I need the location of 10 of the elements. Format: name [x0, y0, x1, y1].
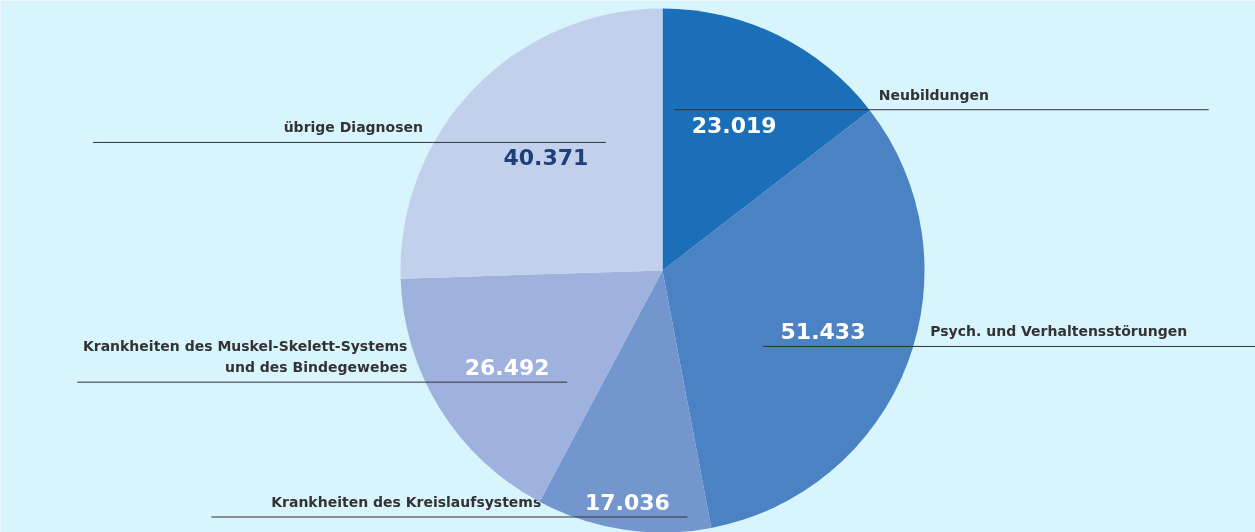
data-label: 23.019: [691, 112, 777, 138]
slice-label: Krankheiten des Muskel-Skelett-Systems und des Bindegewebes: [82, 338, 408, 376]
slice-label: Neubildungen: [878, 86, 989, 103]
data-label: 17.036: [584, 490, 670, 515]
slice-label: Krankheiten des Kreislaufsystems: [271, 494, 542, 510]
data-label: 26.492: [464, 355, 550, 381]
data-label: 40.371: [503, 145, 589, 171]
slice-label: Psych. und Verhaltensstörungen: [930, 323, 1188, 340]
slice-label: übrige Diagnosen: [283, 119, 424, 136]
data-label: 51.433: [780, 319, 866, 345]
